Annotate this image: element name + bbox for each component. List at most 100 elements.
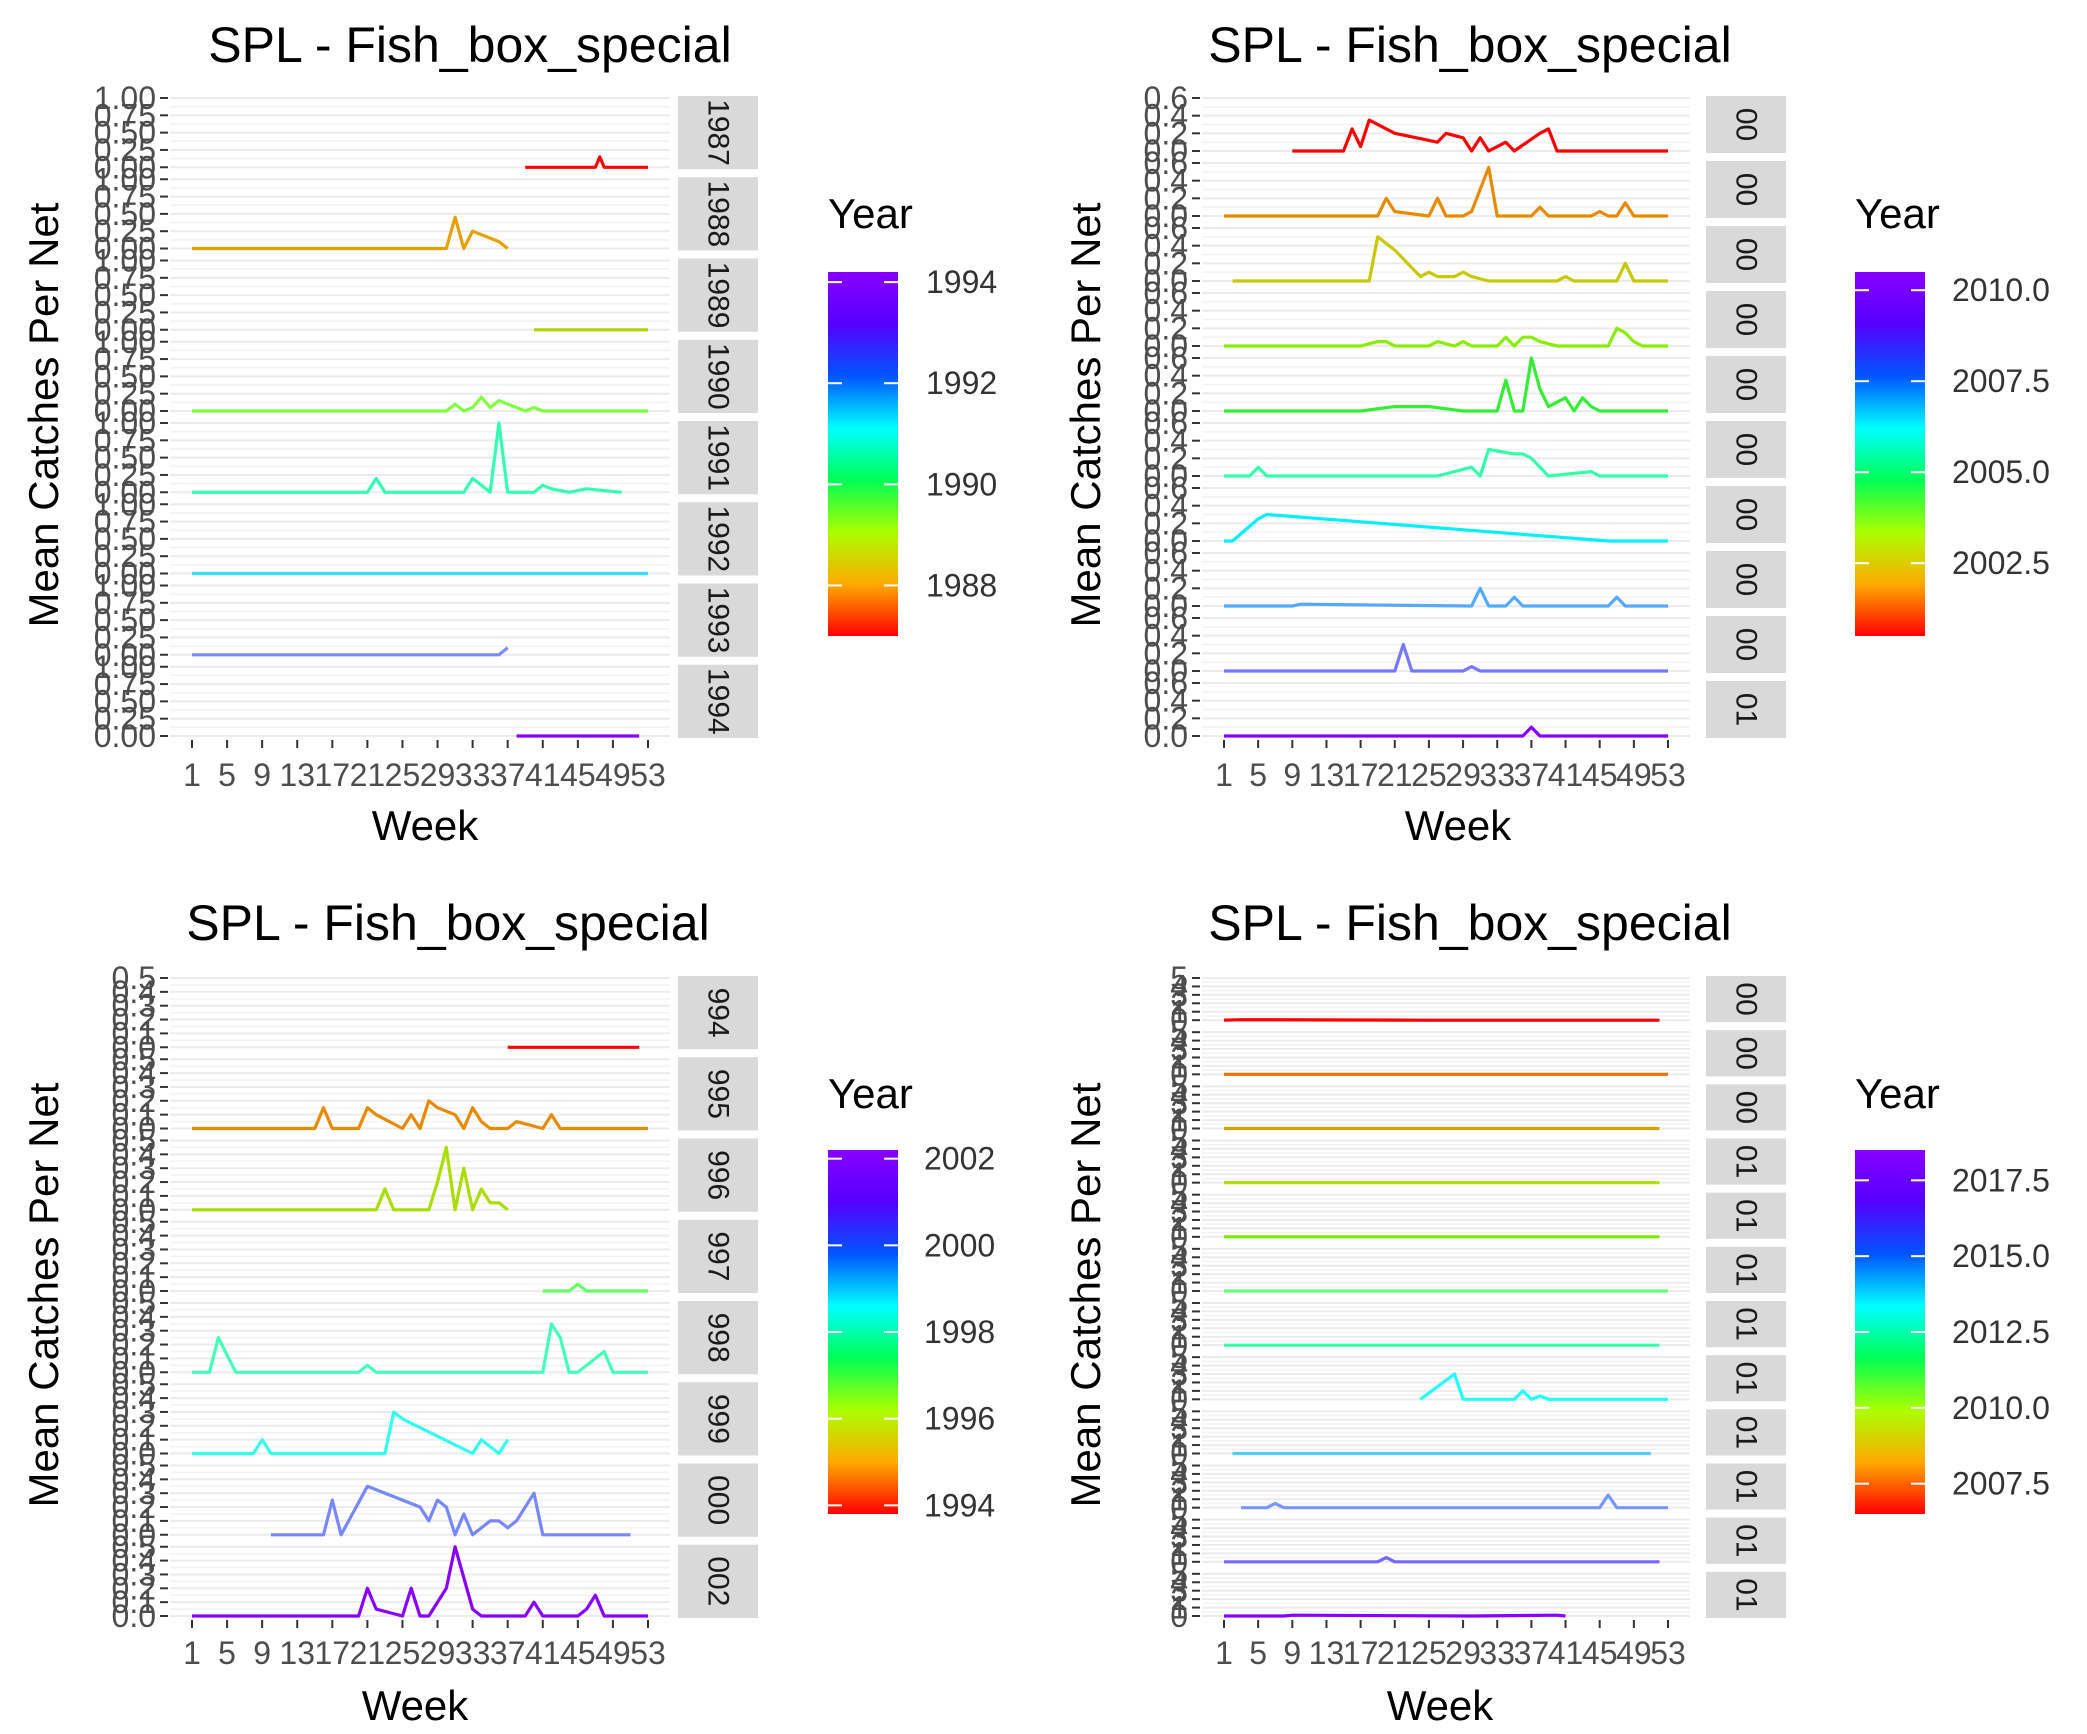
- y-tick-label: 0.00: [94, 637, 156, 673]
- facet-strip-label: 002: [702, 1556, 735, 1606]
- x-tick-label: 5: [218, 757, 236, 793]
- y-tick-label: 0.4: [1144, 683, 1188, 719]
- facet-8: 0.000.250.500.751.00 1994: [94, 649, 758, 754]
- y-tick-label: 0.0: [1144, 393, 1188, 429]
- y-tick-label: 0.2: [1144, 375, 1188, 411]
- series-line: [1224, 447, 1668, 478]
- y-tick-label: 0: [1170, 1056, 1188, 1092]
- x-tick-label: 9: [253, 1635, 271, 1671]
- x-tick-label: 33: [455, 757, 491, 793]
- y-tick-label: 0.75: [94, 585, 156, 621]
- chart-panel-1: SPL - Fish_box_special Mean Catches Per N…: [20, 17, 997, 849]
- y-tick-label: 1: [1170, 1265, 1188, 1301]
- y-tick-label: 3: [1170, 977, 1188, 1013]
- x-tick-label: 25: [1411, 757, 1447, 793]
- series-line: [542, 1282, 648, 1293]
- y-tick-label: 0.0: [1144, 588, 1188, 624]
- facet-8: 0.00.10.20.30.40.5 002: [112, 1529, 758, 1634]
- series-line: [1224, 165, 1668, 218]
- series-line: [1223, 1018, 1660, 1022]
- y-tick-label: 5: [1170, 1177, 1188, 1213]
- x-tick-label: 21: [350, 1635, 386, 1671]
- x-tick-label: 9: [1283, 1635, 1301, 1671]
- y-axis-title: Mean Catches Per Net: [1062, 202, 1109, 627]
- facet-strip-label: 1994: [702, 668, 735, 735]
- legend: Year 2002 2000 1998 1996 1994: [828, 1070, 995, 1523]
- y-tick-label: 0.4: [112, 1461, 156, 1497]
- y-tick-label: 0.50: [94, 683, 156, 719]
- y-tick-label: 3: [1170, 1302, 1188, 1338]
- series-line: [525, 155, 648, 169]
- series-line: [1224, 356, 1668, 413]
- y-tick-label: 1: [1170, 994, 1188, 1030]
- y-tick-label: 0.4: [112, 1218, 156, 1254]
- y-tick-label: 0.1: [112, 1097, 156, 1133]
- series-line: [1232, 235, 1668, 283]
- y-tick-label: 2: [1170, 1527, 1188, 1563]
- facet-4: 0.00.20.40.6 00: [1144, 275, 1786, 364]
- facet-strip: [1706, 616, 1786, 673]
- y-tick-label: 1: [1170, 1048, 1188, 1084]
- y-tick-label: 0.4: [1144, 98, 1188, 134]
- y-tick-label: 0.2: [112, 1489, 156, 1525]
- facet-strip-label: 01: [1730, 1145, 1763, 1178]
- y-tick-label: 0.2: [1144, 635, 1188, 671]
- y-tick-label: 0.0: [1144, 523, 1188, 559]
- y-tick-label: 0.00: [94, 718, 156, 754]
- facet-strip: [1706, 421, 1786, 478]
- y-tick-label: 0.00: [94, 149, 156, 185]
- facet-strip: [1706, 291, 1786, 348]
- facet-strip-label: 01: [1730, 1307, 1763, 1340]
- facet-strip-label: 01: [1730, 1416, 1763, 1449]
- y-tick-label: 0.4: [112, 1543, 156, 1579]
- y-tick-label: 4: [1170, 1023, 1188, 1059]
- x-tick-label: 21: [1377, 1635, 1413, 1671]
- x-tick-label: 17: [315, 757, 351, 793]
- series-line: [1224, 1613, 1566, 1618]
- y-tick-label: 2: [1170, 1310, 1188, 1346]
- legend-label: 1996: [924, 1401, 995, 1437]
- x-tick-label: 49: [1616, 1635, 1652, 1671]
- legend-label: 2010.0: [1952, 1390, 2050, 1426]
- y-tick-label: 4: [1170, 1239, 1188, 1275]
- y-tick-label: 4: [1170, 1131, 1188, 1167]
- y-tick-label: 0: [1170, 1002, 1188, 1038]
- x-tick-label: 17: [315, 1635, 351, 1671]
- series-line: [1224, 326, 1668, 348]
- facet-7: 0.00.20.40.6 00: [1144, 470, 1786, 559]
- facet-strip: [1706, 1355, 1786, 1402]
- legend-label: 1994: [924, 1487, 995, 1523]
- y-tick-label: 0: [1170, 1111, 1188, 1147]
- facet-5: 0.00.20.40.6 00: [1144, 340, 1786, 429]
- x-tick-label: 45: [1582, 1635, 1618, 1671]
- y-tick-label: 0.3: [112, 1475, 156, 1511]
- legend: Year 2010.0 2007.5 2005.0 2002.5: [1855, 190, 2050, 636]
- y-tick-label: 5: [1170, 1231, 1188, 1267]
- y-tick-label: 0.75: [94, 666, 156, 702]
- legend-label: 2012.5: [1952, 1314, 2050, 1350]
- y-tick-label: 0.0: [1144, 458, 1188, 494]
- facet-strip: [1706, 356, 1786, 413]
- y-tick-label: 2: [1170, 1094, 1188, 1130]
- y-tick-label: 1.00: [94, 568, 156, 604]
- y-tick-label: 0.1: [112, 1584, 156, 1620]
- facet-strip-label: 00: [1730, 238, 1763, 271]
- chart-title: SPL - Fish_box_special: [1208, 17, 1731, 73]
- series-line: [270, 1484, 631, 1537]
- y-tick-label: 0.5: [112, 1448, 156, 1484]
- y-tick-label: 4: [1170, 1185, 1188, 1221]
- x-tick-label: 13: [279, 757, 315, 793]
- legend-label: 2002.5: [1952, 545, 2050, 581]
- y-tick-label: 0.50: [94, 358, 156, 394]
- y-tick-label: 0.1: [112, 1178, 156, 1214]
- y-tick-label: 0.6: [1144, 80, 1188, 116]
- y-tick-label: 0: [1170, 1544, 1188, 1580]
- facet-strip-label: 00: [1730, 563, 1763, 596]
- x-tick-label: 45: [560, 757, 596, 793]
- facet-5: 0.000.250.500.751.00 1991: [94, 405, 758, 510]
- facet-strip: [1706, 1246, 1786, 1293]
- y-tick-label: 2: [1170, 1473, 1188, 1509]
- y-tick-label: 0.1: [112, 1259, 156, 1295]
- series-line: [1224, 1555, 1660, 1564]
